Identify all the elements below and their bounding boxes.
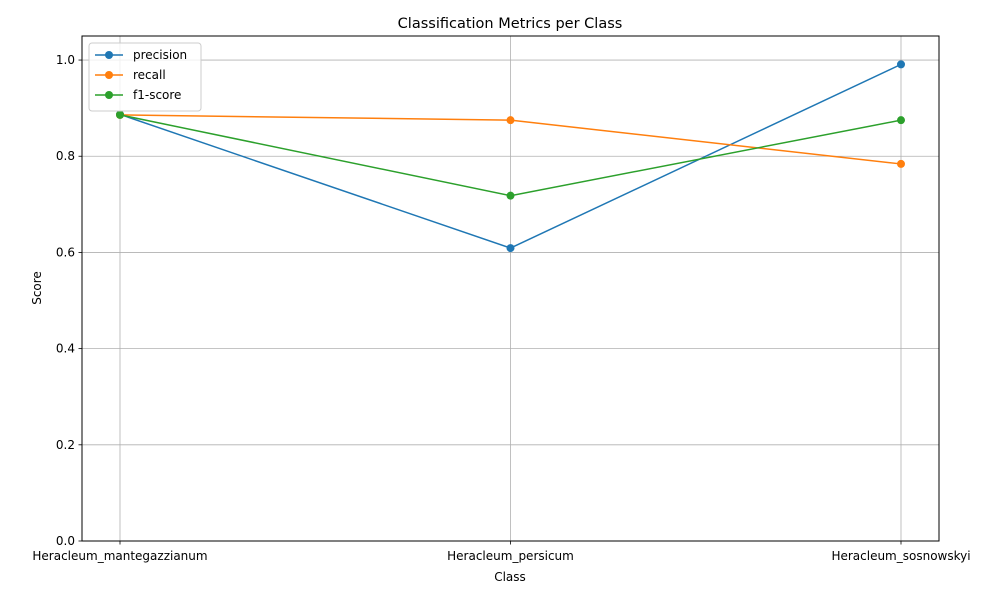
legend: precision recall f1-score	[88, 42, 202, 112]
data-point-precision	[897, 60, 905, 69]
y-tick-label: 0.2	[56, 438, 75, 452]
x-tick-label: Heracleum_persicum	[447, 549, 574, 563]
data-point-f1-score	[897, 116, 905, 125]
data-point-f1-score	[116, 110, 124, 119]
legend-box	[88, 42, 202, 112]
x-tick-label: Heracleum_mantegazzianum	[32, 549, 207, 563]
data-point-recall	[506, 116, 515, 125]
y-axis-title: Score	[30, 271, 44, 305]
series-group	[116, 60, 905, 253]
legend-marker-precision	[105, 51, 113, 59]
x-tick-label: Heracleum_sosnowskyi	[831, 549, 970, 563]
legend-label-f1-score: f1-score	[133, 88, 181, 102]
legend-label-precision: precision	[133, 48, 187, 62]
legend-label-recall: recall	[133, 68, 166, 82]
legend-marker-f1-score	[105, 91, 113, 99]
chart-title: Classification Metrics per Class	[398, 16, 623, 32]
grid-lines	[82, 36, 939, 542]
axis-ticks: 0.0 0.2 0.4 0.6 0.8 1.0 Heracleum_mantegazzian…	[32, 53, 970, 563]
series-f1-score	[116, 110, 905, 200]
y-tick-label: 0.0	[56, 534, 75, 548]
legend-marker-recall	[105, 71, 113, 79]
y-tick-label: 0.8	[56, 149, 75, 163]
y-tick-label: 0.4	[56, 342, 75, 356]
data-point-f1-score	[506, 191, 515, 200]
data-point-recall	[897, 159, 905, 168]
data-point-precision	[506, 244, 515, 253]
y-tick-label: 0.6	[56, 245, 75, 259]
x-axis-title: Class	[494, 570, 526, 584]
y-tick-label: 1.0	[56, 53, 75, 67]
